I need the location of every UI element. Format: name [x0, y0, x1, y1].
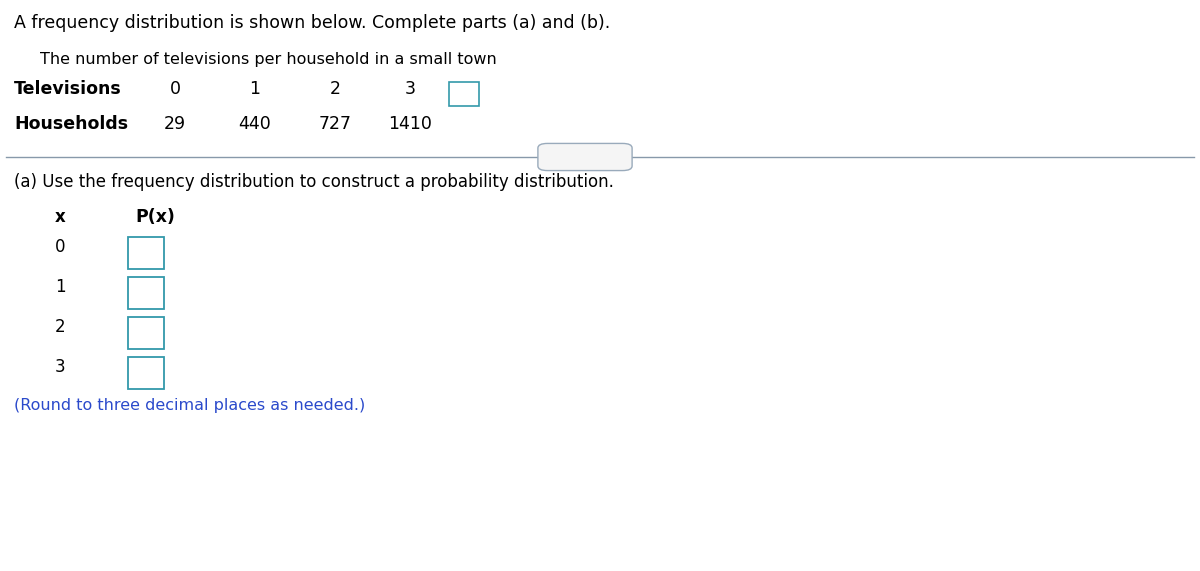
Text: 727: 727 — [318, 115, 352, 133]
Text: The number of televisions per household in a small town: The number of televisions per household … — [40, 52, 497, 67]
Text: P(x): P(x) — [134, 208, 175, 226]
Text: x: x — [55, 208, 66, 226]
Text: 3: 3 — [55, 358, 66, 376]
Text: 440: 440 — [239, 115, 271, 133]
Text: 0: 0 — [55, 238, 66, 256]
Text: Households: Households — [14, 115, 128, 133]
Text: (Round to three decimal places as needed.): (Round to three decimal places as needed… — [14, 398, 365, 413]
Text: 1: 1 — [55, 278, 66, 296]
Text: 2: 2 — [330, 80, 341, 98]
Text: 0: 0 — [169, 80, 180, 98]
Text: Televisions: Televisions — [14, 80, 121, 98]
Text: A frequency distribution is shown below. Complete parts (a) and (b).: A frequency distribution is shown below.… — [14, 14, 611, 32]
Text: 29: 29 — [164, 115, 186, 133]
Text: 3: 3 — [404, 80, 415, 98]
Text: 1: 1 — [250, 80, 260, 98]
Text: 1410: 1410 — [388, 115, 432, 133]
Text: (a) Use the frequency distribution to construct a probability distribution.: (a) Use the frequency distribution to co… — [14, 173, 614, 191]
Text: 2: 2 — [55, 318, 66, 336]
